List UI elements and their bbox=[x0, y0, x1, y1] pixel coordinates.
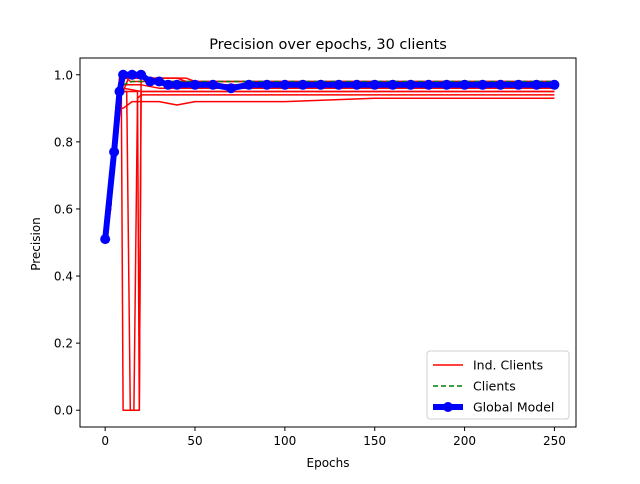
global-model-point bbox=[226, 83, 236, 94]
legend-global-model-label: Global Model bbox=[473, 400, 554, 415]
global-model-point bbox=[154, 76, 165, 87]
y-tick-label: 1.0 bbox=[54, 68, 73, 82]
global-model-point bbox=[136, 69, 147, 80]
global-model-point bbox=[441, 79, 452, 90]
legend-ind-clients-label: Ind. Clients bbox=[473, 358, 543, 373]
x-tick-label: 100 bbox=[273, 434, 296, 448]
x-tick-label: 150 bbox=[363, 434, 386, 448]
global-model-point bbox=[261, 79, 272, 90]
global-model-point bbox=[351, 79, 362, 90]
global-model-point bbox=[459, 79, 470, 90]
legend-box bbox=[426, 350, 570, 420]
global-model-point bbox=[279, 79, 290, 90]
x-tick-label: 50 bbox=[187, 434, 202, 448]
y-tick-label: 0.4 bbox=[54, 270, 73, 284]
global-model-point bbox=[208, 79, 218, 90]
global-model-point bbox=[127, 69, 138, 80]
axes-frame bbox=[79, 57, 577, 428]
global-model-point bbox=[495, 79, 506, 90]
global-model-point bbox=[315, 79, 326, 90]
legend: Ind. Clients Clients Global Model bbox=[426, 350, 570, 420]
y-axis-label: Precision bbox=[29, 217, 43, 271]
y-tick-label: 0.2 bbox=[54, 337, 73, 351]
x-tick-label: 0 bbox=[101, 434, 109, 448]
global-model-point bbox=[190, 79, 200, 90]
y-tick-label: 0.0 bbox=[54, 404, 73, 418]
global-model-point bbox=[405, 79, 416, 90]
global-model-point bbox=[172, 79, 182, 90]
global-model-point bbox=[369, 79, 380, 90]
legend-global-model-marker bbox=[443, 402, 453, 412]
global-model-point bbox=[118, 69, 129, 80]
global-model-point bbox=[114, 86, 125, 97]
axis-ticks: 0 50 100 150 200 250 0.0 0.2 0.4 0.6 0.8 1.0 bbox=[54, 68, 566, 448]
global-model-point bbox=[477, 79, 488, 90]
global-model-point bbox=[513, 79, 524, 90]
global-model-point bbox=[333, 79, 344, 90]
chart-title: Precision over epochs, 30 clients bbox=[209, 37, 447, 53]
plot-lines bbox=[100, 69, 560, 411]
legend-clients-label: Clients bbox=[473, 379, 516, 394]
x-axis-label: Epochs bbox=[307, 456, 350, 470]
global-model-point bbox=[109, 146, 120, 157]
global-model-point bbox=[423, 79, 434, 90]
global-model-point bbox=[243, 79, 254, 90]
x-tick-label: 200 bbox=[453, 434, 476, 448]
global-model-point bbox=[531, 79, 542, 90]
y-tick-label: 0.8 bbox=[54, 135, 73, 149]
global-model-point bbox=[145, 76, 156, 87]
global-model-point bbox=[163, 79, 174, 90]
global-model-point bbox=[387, 79, 398, 90]
global-model-point bbox=[549, 79, 560, 90]
x-tick-label: 250 bbox=[543, 434, 566, 448]
global-model-point bbox=[297, 79, 308, 90]
global-model-point bbox=[100, 234, 111, 245]
y-tick-label: 0.6 bbox=[54, 202, 73, 216]
